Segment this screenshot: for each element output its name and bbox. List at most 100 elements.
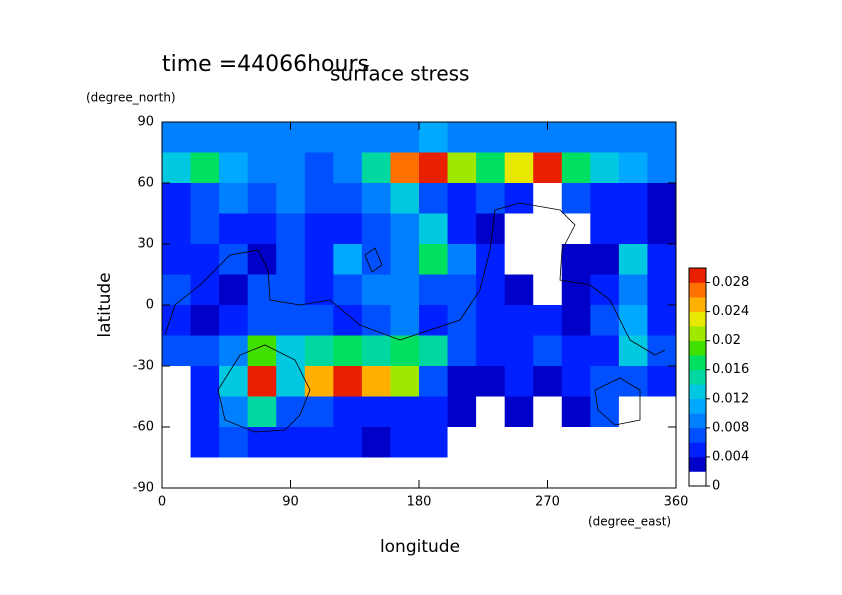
field-cell — [333, 244, 363, 275]
field-cell — [304, 396, 334, 428]
colorbar-band — [689, 427, 706, 443]
field-cell — [333, 427, 363, 458]
field-cell — [390, 244, 420, 275]
field-cell — [618, 335, 648, 367]
annotation: time =44066hours — [162, 52, 369, 77]
field-cell — [476, 305, 506, 336]
field-cell — [419, 427, 449, 458]
field-cell — [647, 152, 677, 184]
field-cell — [419, 396, 449, 428]
y-tick-label: -30 — [133, 359, 154, 374]
field-cell — [304, 457, 334, 489]
field-cell — [590, 152, 620, 184]
field-cell — [162, 396, 192, 428]
field-cell — [618, 427, 648, 458]
field-cell — [476, 396, 506, 428]
field-cell — [276, 274, 306, 306]
field-cell — [333, 335, 363, 367]
field-cell — [162, 122, 192, 153]
field-cell — [276, 183, 306, 214]
colorbar-tick-label: 0.02 — [712, 333, 741, 348]
x-tick-label: 90 — [282, 495, 299, 510]
field-cell — [504, 244, 534, 275]
field-cell — [504, 213, 534, 245]
field-cell — [618, 213, 648, 245]
field-cell — [561, 457, 591, 489]
field-cell — [162, 152, 192, 184]
field-cell — [447, 152, 477, 184]
field-cell — [304, 335, 334, 367]
field-cell — [219, 396, 249, 428]
field-cell — [533, 152, 563, 184]
field-cell — [476, 457, 506, 489]
colorbar-band — [689, 297, 706, 312]
field-cell — [219, 152, 249, 184]
field-cell — [647, 213, 677, 245]
field-cell — [219, 366, 249, 397]
x-tick-label: 180 — [407, 495, 432, 510]
field-cell — [390, 335, 420, 367]
field-cell — [219, 213, 249, 245]
field-cell — [647, 427, 677, 458]
field-cell — [247, 427, 277, 458]
field-cell — [447, 396, 477, 428]
field-cell — [162, 305, 192, 336]
field-cell — [561, 427, 591, 458]
field-cell — [618, 152, 648, 184]
field-cell — [190, 122, 220, 153]
field-cell — [304, 213, 334, 245]
field-cell — [647, 122, 677, 153]
field-cell — [476, 122, 506, 153]
field-cell — [333, 457, 363, 489]
field-cell — [162, 335, 192, 367]
field-cell — [504, 366, 534, 397]
field-cell — [390, 274, 420, 306]
field-cell — [590, 183, 620, 214]
field-cell — [476, 427, 506, 458]
field-cell — [390, 183, 420, 214]
field-cell — [561, 335, 591, 367]
field-cell — [476, 335, 506, 367]
field-cell — [219, 427, 249, 458]
field-cell — [190, 366, 220, 397]
field-cell — [590, 122, 620, 153]
field-cell — [476, 274, 506, 306]
field-cell — [276, 366, 306, 397]
field-cell — [304, 305, 334, 336]
field-cell — [419, 152, 449, 184]
colorbar-tick-label: 0.004 — [712, 449, 749, 464]
field-cell — [333, 152, 363, 184]
field-cell — [247, 183, 277, 214]
y-tick-label: -60 — [133, 420, 154, 435]
field-cell — [247, 396, 277, 428]
field-cell — [590, 274, 620, 306]
field-cell — [504, 274, 534, 306]
field-cell — [533, 213, 563, 245]
y-units: (degree_north) — [86, 91, 176, 105]
field-cell — [504, 183, 534, 214]
colorbar-band — [689, 398, 706, 414]
field-cell — [476, 152, 506, 184]
field-cell — [390, 366, 420, 397]
field-cell — [476, 213, 506, 245]
field-cell — [276, 396, 306, 428]
colorbar-band — [689, 384, 706, 400]
x-tick-label: 270 — [535, 495, 560, 510]
field-cell — [504, 457, 534, 489]
field-cell — [533, 244, 563, 275]
field-cell — [390, 457, 420, 489]
field-cell — [361, 396, 391, 428]
field-cell — [390, 152, 420, 184]
field-cell — [390, 305, 420, 336]
coastlines — [164, 202, 666, 433]
field-cell — [361, 244, 391, 275]
field-cell — [247, 122, 277, 153]
field-cell — [533, 396, 563, 428]
x-tick-label: 360 — [664, 495, 689, 510]
field-cell — [219, 183, 249, 214]
field-cell — [276, 244, 306, 275]
field-cell — [361, 427, 391, 458]
field-cell — [590, 366, 620, 397]
field-cell — [419, 244, 449, 275]
field-cell — [647, 335, 677, 367]
